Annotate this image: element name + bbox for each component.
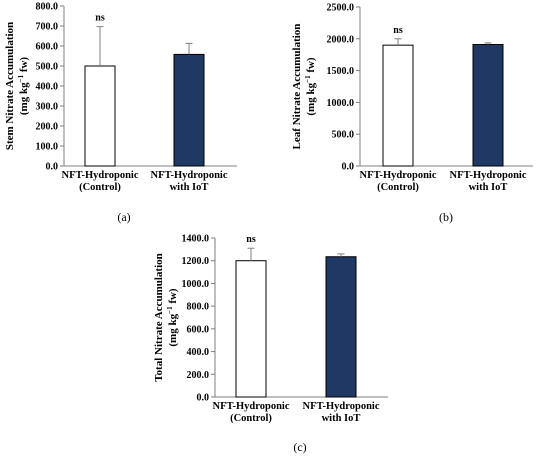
y-tick-label: 1400.0 — [182, 234, 210, 245]
x-category-label: NFT-Hydroponic with IoT — [449, 170, 526, 193]
y-tick-label: 1000.0 — [327, 98, 355, 109]
significance-label: ns — [393, 25, 403, 36]
x-category-label: NFT-Hydroponic with IoT — [302, 401, 379, 424]
y-tick-label: 300.0 — [36, 102, 59, 113]
y-tick-label: 0.0 — [197, 393, 210, 404]
significance-label: ns — [95, 13, 105, 24]
y-tick-label: 1500.0 — [327, 66, 355, 77]
significance-label: ns — [246, 234, 256, 245]
bar-iot — [472, 44, 504, 167]
panel-label: (b) — [439, 210, 453, 224]
x-category-label: NFT-Hydroponic (Control) — [61, 170, 138, 193]
y-tick-label: 400.0 — [36, 82, 59, 93]
x-category-label: NFT-Hydroponic (Control) — [359, 170, 436, 193]
y-tick-label: 400.0 — [187, 347, 210, 358]
y-tick-label: 0.0 — [46, 162, 59, 173]
y-tick-label: 800.0 — [36, 2, 59, 13]
x-category-label: NFT-Hydroponic (Control) — [212, 401, 289, 424]
bar-iot — [173, 53, 205, 167]
bar-control — [235, 260, 267, 398]
panel-label: (c) — [293, 440, 306, 454]
y-axis-label: Leaf Nitrate Accumulation — [291, 24, 303, 150]
y-tick-label: 2500.0 — [327, 3, 355, 14]
y-tick-label: 0.0 — [342, 162, 355, 173]
y-axis-label: Total Nitrate Accumulation — [153, 253, 165, 382]
bar-control — [84, 65, 116, 167]
y-axis-label: Stem Nitrate Accumulation — [4, 22, 16, 150]
panel-a-stem-chart: 0.0 100.0 200.0 300.0 400.0 500.0 600.0 700.0 80… — [4, 2, 237, 224]
bar-control — [382, 44, 414, 167]
x-category-label: NFT-Hydroponic with IoT — [150, 170, 227, 193]
y-axis-unit-label: (mg kg−1 fw) — [304, 57, 317, 116]
bar-iot — [325, 256, 357, 398]
y-tick-label: 2000.0 — [327, 34, 355, 45]
y-tick-label: 1200.0 — [182, 256, 210, 267]
y-tick-label: 500.0 — [36, 62, 59, 73]
y-tick-label: 600.0 — [187, 324, 210, 335]
panel-b-leaf-chart: 0.0 500.0 1000.0 1500.0 2000.0 2500.0 NFT-Hydr… — [291, 3, 533, 224]
panel-label: (a) — [117, 210, 130, 224]
y-tick-label: 700.0 — [36, 22, 59, 33]
y-tick-label: 600.0 — [36, 42, 59, 53]
y-tick-label: 1000.0 — [182, 279, 210, 290]
y-tick-label: 100.0 — [36, 142, 59, 153]
y-axis-unit-label: (mg kg−1 fw) — [17, 57, 30, 116]
y-tick-label: 500.0 — [332, 130, 355, 141]
y-axis-unit-label: (mg kg−1 fw) — [166, 288, 179, 347]
y-tick-label: 200.0 — [36, 122, 59, 133]
panel-c-total-chart: 0.0 200.0 400.0 600.0 800.0 1000.0 1200.0 1400.… — [153, 234, 388, 454]
y-tick-label: 200.0 — [187, 370, 210, 381]
y-tick-label: 800.0 — [187, 302, 210, 313]
